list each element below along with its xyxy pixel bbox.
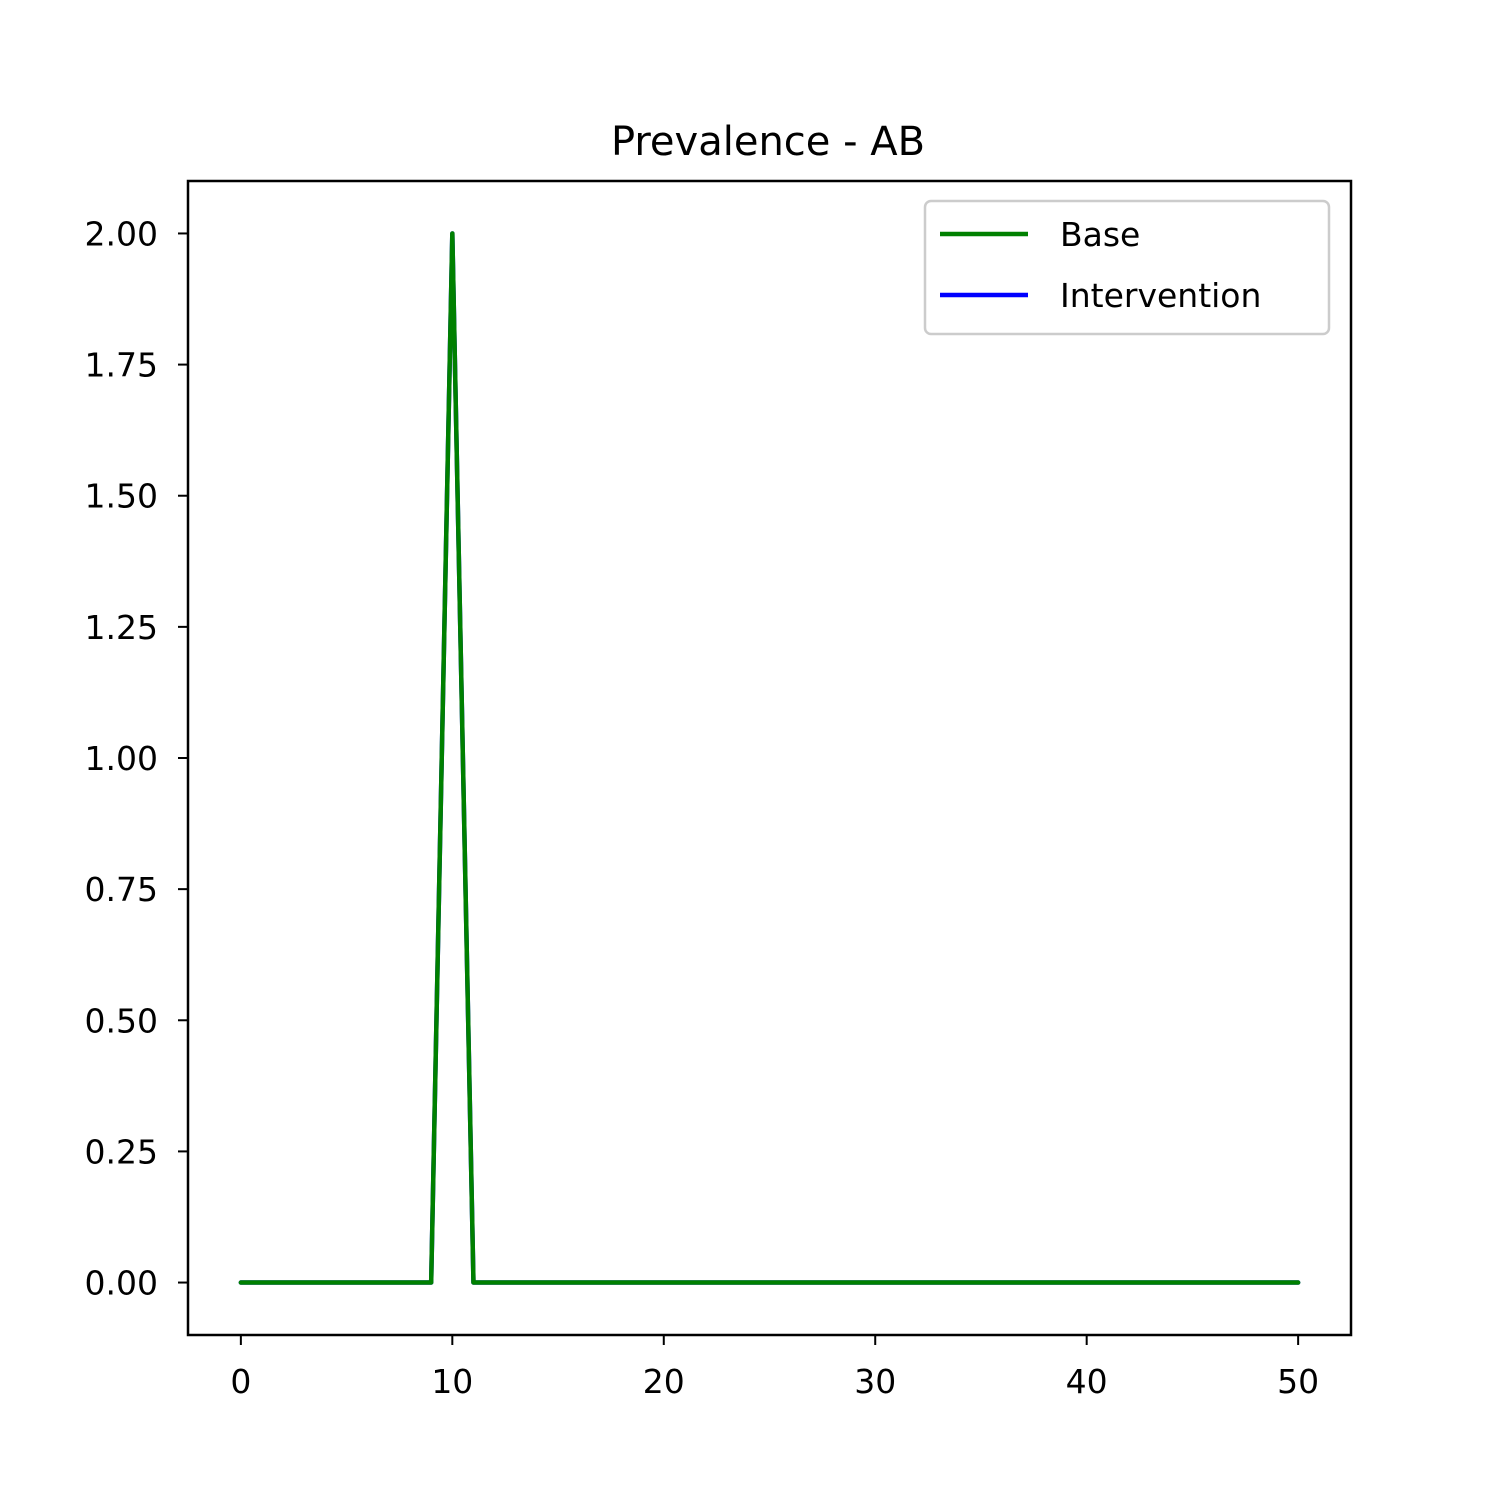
legend-label-intervention: Intervention: [1060, 276, 1261, 315]
x-axis: 0 10 20 30 40 50: [230, 1335, 1319, 1401]
y-tick-label: 1.50: [85, 477, 158, 516]
y-tick-label: 0.25: [85, 1132, 158, 1171]
y-tick-label: 0.50: [85, 1001, 158, 1040]
plot-area: [186, 179, 1353, 1337]
y-tick-label: 0.75: [85, 870, 158, 909]
legend-items: Base Intervention: [940, 215, 1261, 315]
y-tick-label: 1.00: [85, 739, 158, 778]
x-tick-label: 0: [230, 1362, 251, 1401]
chart-title: Prevalence - AB: [611, 119, 925, 165]
series-layer: [238, 231, 1301, 1285]
legend: Base Intervention: [923, 199, 1331, 336]
y-tick-label: 2.00: [85, 214, 158, 253]
x-tick-label: 30: [854, 1362, 896, 1401]
y-axis: 0.00 0.25 0.50 0.75 1.00 1.25 1.50 1.75 2.00: [85, 214, 188, 1303]
legend-label-base: Base: [1060, 215, 1140, 254]
series-line-base: [238, 231, 1301, 1285]
x-tick-label: 20: [643, 1362, 685, 1401]
y-tick-label: 1.75: [85, 346, 158, 385]
x-tick-label: 50: [1277, 1362, 1319, 1401]
x-tick-label: 40: [1066, 1362, 1108, 1401]
x-tick-label: 10: [431, 1362, 473, 1401]
plot-background: [188, 181, 1351, 1335]
y-tick-label: 1.25: [85, 608, 158, 647]
y-tick-label: 0.00: [85, 1264, 158, 1303]
